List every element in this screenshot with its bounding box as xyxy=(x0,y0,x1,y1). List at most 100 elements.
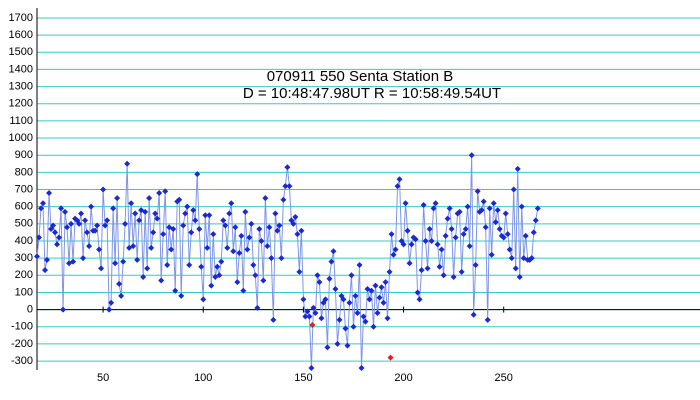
y-tick-label: 0 xyxy=(27,304,33,316)
data-point xyxy=(362,318,369,325)
data-point xyxy=(120,258,127,265)
data-point xyxy=(128,200,135,207)
data-point xyxy=(334,340,341,347)
data-point xyxy=(392,246,399,253)
data-point xyxy=(360,313,367,320)
data-point xyxy=(408,241,415,248)
data-point xyxy=(412,236,419,243)
data-point xyxy=(240,287,247,294)
data-point xyxy=(162,188,169,195)
data-point xyxy=(172,287,179,294)
data-point xyxy=(346,299,353,306)
data-point xyxy=(262,195,269,202)
y-tick-label: 1100 xyxy=(9,115,33,127)
data-point xyxy=(256,225,263,232)
y-tick-label: -300 xyxy=(11,355,33,367)
data-point xyxy=(366,296,373,303)
data-point xyxy=(484,316,491,323)
data-point xyxy=(370,323,377,330)
data-point xyxy=(80,255,87,262)
data-point xyxy=(426,225,433,232)
data-point xyxy=(198,263,205,270)
data-point xyxy=(502,210,509,217)
data-point xyxy=(474,188,481,195)
y-tick-label: 1400 xyxy=(9,63,33,75)
data-point xyxy=(42,267,49,274)
data-point xyxy=(430,205,437,212)
data-point xyxy=(202,212,209,219)
data-point xyxy=(372,282,379,289)
data-point xyxy=(432,200,439,207)
data-point xyxy=(78,210,85,217)
data-point xyxy=(452,234,459,241)
data-point xyxy=(118,292,125,299)
data-point xyxy=(132,210,139,217)
data-point xyxy=(150,229,157,236)
data-point xyxy=(464,203,471,210)
data-point xyxy=(312,310,319,317)
data-point xyxy=(388,231,395,238)
data-point xyxy=(490,200,497,207)
y-tick-label: 800 xyxy=(15,166,33,178)
data-point xyxy=(384,315,391,322)
data-point xyxy=(294,231,301,238)
data-point xyxy=(322,296,329,303)
data-point xyxy=(186,262,193,269)
y-tick-label: 1700 xyxy=(9,12,33,24)
data-point xyxy=(224,244,231,251)
data-point xyxy=(148,244,155,251)
data-point xyxy=(530,229,537,236)
data-point xyxy=(170,225,177,232)
data-point xyxy=(296,268,303,275)
data-point xyxy=(110,205,117,212)
y-tick-label: 1200 xyxy=(9,98,33,110)
data-point xyxy=(512,265,519,272)
data-point xyxy=(268,255,275,262)
data-point xyxy=(440,272,447,279)
data-point xyxy=(478,207,485,214)
data-point xyxy=(82,217,89,224)
y-tick-label: 1600 xyxy=(9,29,33,41)
data-point xyxy=(258,237,265,244)
data-point xyxy=(144,265,151,272)
data-point xyxy=(494,207,501,214)
data-point xyxy=(286,183,293,190)
data-point xyxy=(404,227,411,234)
data-point xyxy=(164,262,171,269)
data-point xyxy=(70,258,77,265)
data-point xyxy=(336,316,343,323)
data-point xyxy=(280,196,287,203)
data-point xyxy=(356,262,363,269)
chart-title: 070911 550 Senta Station B xyxy=(267,68,454,85)
data-point xyxy=(424,265,431,272)
data-point xyxy=(98,265,105,272)
y-tick-label: 1000 xyxy=(9,132,33,144)
data-point xyxy=(252,272,259,279)
data-point xyxy=(456,208,463,215)
y-tick-label: 300 xyxy=(15,252,33,264)
chart-subtitle: D = 10:48:47.98UT R = 10:58:49.54UT xyxy=(243,85,501,102)
data-point xyxy=(108,299,115,306)
y-tick-label: 700 xyxy=(15,183,33,195)
data-point xyxy=(290,220,297,227)
data-point xyxy=(368,287,375,294)
data-point xyxy=(62,208,69,215)
data-point xyxy=(358,364,365,371)
data-point xyxy=(218,258,225,265)
y-tick-label: 1500 xyxy=(9,46,33,58)
data-point xyxy=(396,176,403,183)
data-point xyxy=(52,229,59,236)
data-point xyxy=(40,200,47,207)
data-point xyxy=(112,260,119,267)
y-tick-label: 900 xyxy=(15,149,33,161)
data-point xyxy=(244,246,251,253)
data-point xyxy=(466,243,473,250)
data-point xyxy=(496,225,503,232)
data-point xyxy=(534,205,541,212)
data-point xyxy=(448,225,455,232)
data-point xyxy=(508,255,515,262)
data-point xyxy=(532,217,539,224)
data-point xyxy=(382,279,389,286)
data-point xyxy=(318,315,325,322)
